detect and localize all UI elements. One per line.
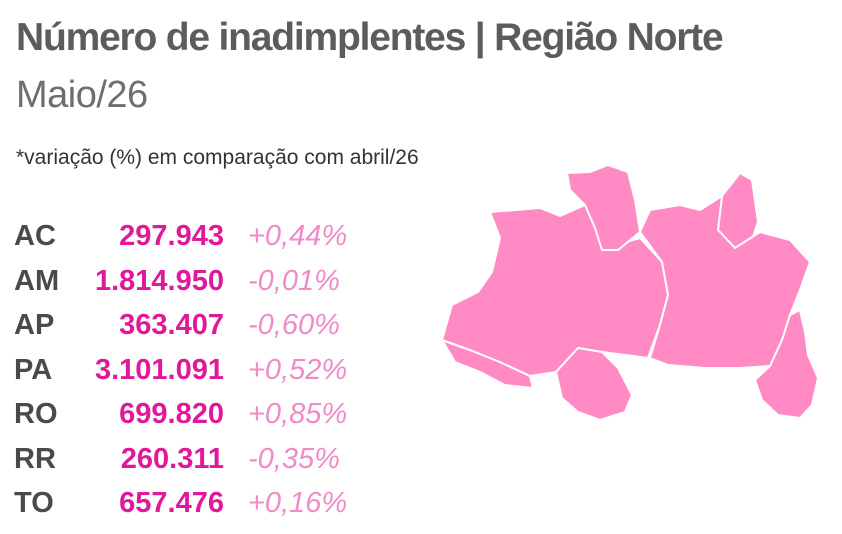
- map-state-rr: [566, 165, 641, 251]
- delinquent-count: 260.311: [120, 442, 224, 475]
- delinquent-count: 3.101.091: [94, 353, 224, 386]
- variation-percent: -0,35%: [248, 442, 340, 475]
- table-row-to: TO 657.476 +0,16%: [14, 485, 414, 530]
- delinquent-count: 1.814.950: [94, 264, 224, 297]
- variation-percent: -0,60%: [248, 309, 340, 341]
- table-row-ac: AC 297.943 +0,44%: [14, 218, 414, 263]
- delinquent-count: 363.407: [119, 309, 224, 341]
- variation-percent: +0,44%: [248, 220, 348, 252]
- delinquent-count: 297.943: [119, 220, 224, 252]
- table-row-ap: AP 363.407 -0,60%: [14, 307, 414, 352]
- map-state-ro: [555, 347, 633, 421]
- state-code: AC: [14, 220, 56, 252]
- state-code: RR: [14, 442, 56, 475]
- comparison-note: *variação (%) em comparação com abril/26: [16, 146, 419, 169]
- chart-subtitle: Maio/26: [16, 74, 148, 116]
- map-state-pa: [639, 195, 811, 369]
- table-row-pa: PA 3.101.091 +0,52%: [14, 352, 414, 397]
- state-table: AC 297.943 +0,44% AM 1.814.950 -0,01% AP…: [14, 218, 414, 530]
- state-code: TO: [14, 487, 54, 519]
- state-code: RO: [14, 398, 58, 430]
- delinquent-count: 657.476: [119, 487, 224, 519]
- variation-percent: +0,85%: [248, 398, 348, 430]
- state-code: PA: [14, 353, 53, 386]
- table-row-ro: RO 699.820 +0,85%: [14, 396, 414, 441]
- variation-percent: +0,52%: [248, 353, 348, 386]
- variation-percent: +0,16%: [248, 487, 348, 519]
- table-row-am: AM 1.814.950 -0,01%: [14, 263, 414, 308]
- delinquent-count: 699.820: [119, 398, 224, 430]
- map-state-to: [754, 309, 819, 419]
- variation-percent: -0,01%: [248, 264, 340, 297]
- state-code: AP: [14, 309, 55, 341]
- table-row-rr: RR 260.311 -0,35%: [14, 441, 414, 486]
- chart-title: Número de inadimplentes | Região Norte: [16, 16, 724, 59]
- north-region-map: [441, 165, 819, 421]
- state-code: AM: [14, 264, 60, 297]
